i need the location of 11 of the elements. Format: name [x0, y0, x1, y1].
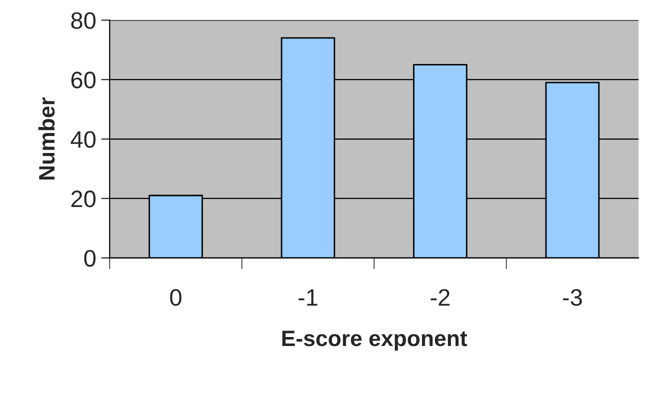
y-tick-label: 20: [71, 190, 96, 208]
y-tick-label: 40: [70, 131, 96, 148]
y-axis-title: Number: [38, 97, 55, 180]
x-tick-label: -2: [430, 289, 450, 306]
y-tick-label: 80: [71, 12, 96, 29]
x-axis-title: E-score exponent: [282, 330, 468, 351]
x-tick-label: -1: [298, 289, 318, 306]
y-tick-label: 0: [84, 250, 96, 267]
x-tick-label: -3: [562, 289, 582, 306]
y-tick-label: 60: [71, 72, 96, 88]
x-tick-label: 0: [170, 289, 182, 306]
